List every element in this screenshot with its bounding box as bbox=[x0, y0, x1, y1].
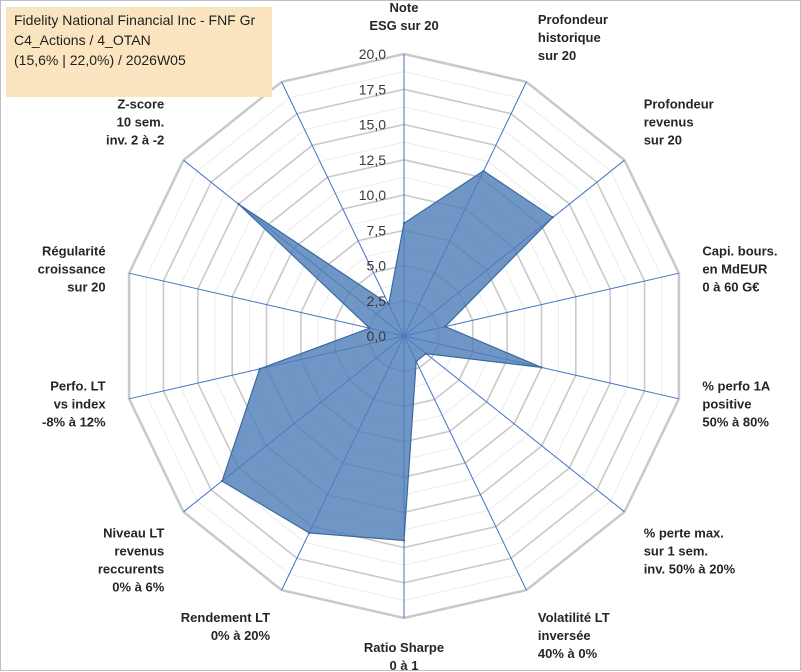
data-point bbox=[368, 327, 371, 330]
axis-label-line: 0% à 6% bbox=[112, 580, 164, 595]
axis-label-line: ESG sur 20 bbox=[369, 18, 438, 33]
title-line-3: (15,6% | 22,0%) / 2026W05 bbox=[14, 52, 186, 68]
data-point bbox=[387, 303, 390, 306]
axis-label-line: sur 1 sem. bbox=[644, 544, 708, 559]
title-line-1: Fidelity National Financial Inc - FNF Gr bbox=[14, 12, 256, 28]
axis-label-line: historique bbox=[538, 30, 601, 45]
axis-label: Ratio Sharpe 0 à 1 bbox=[364, 640, 444, 672]
axis-label-line: sur 20 bbox=[538, 48, 576, 63]
axis-label-line: Rendement LT bbox=[181, 610, 270, 625]
data-point bbox=[444, 325, 447, 328]
axis-label-line: positive bbox=[702, 397, 751, 412]
axis-label-line: Volatilité LT bbox=[538, 610, 610, 625]
axis-label-line: reccurents bbox=[98, 562, 164, 577]
axis-label-line: Régularité bbox=[42, 243, 106, 258]
axis-label-line: vs index bbox=[54, 397, 107, 412]
axis-label-line: 0% à 20% bbox=[211, 628, 271, 643]
axis-spoke bbox=[403, 335, 625, 513]
axis-label-line: inv. 50% à 20% bbox=[644, 562, 736, 577]
data-point bbox=[540, 366, 543, 369]
axis-label-line: revenus bbox=[114, 544, 164, 559]
axis-label: Profondeur revenus sur 20 bbox=[644, 97, 714, 148]
data-point bbox=[220, 479, 224, 483]
data-series-area bbox=[221, 170, 554, 542]
axis-label-line: sur 20 bbox=[67, 279, 105, 294]
axis-label-line: Perfo. LT bbox=[50, 379, 105, 394]
axis-label-line: 50% à 80% bbox=[702, 415, 769, 430]
axis-label-line: % perfo 1A bbox=[702, 379, 771, 394]
axis-label-line: Profondeur bbox=[538, 12, 608, 27]
axis-label-line: Capi. bours. bbox=[702, 243, 777, 258]
axis-spoke bbox=[403, 335, 527, 591]
data-point bbox=[415, 360, 418, 363]
axis-label-line: Note bbox=[390, 1, 419, 15]
data-point bbox=[402, 539, 406, 542]
r-tick-label: 20,0 bbox=[359, 46, 386, 62]
axis-label-line: Ratio Sharpe bbox=[364, 640, 444, 655]
axis-spoke bbox=[403, 272, 680, 337]
data-point bbox=[237, 202, 240, 206]
r-tick-label: 17,5 bbox=[359, 81, 386, 97]
axis-label-line: Z-score bbox=[117, 97, 164, 112]
axis-label-line: revenus bbox=[644, 115, 694, 130]
axis-label: Niveau LT revenus reccurents 0% à 6% bbox=[98, 526, 165, 595]
r-tick-label: 15,0 bbox=[359, 117, 386, 133]
r-tick-label: 7,5 bbox=[367, 222, 387, 238]
title-line-2: C4_Actions / 4_OTAN bbox=[14, 32, 151, 48]
r-tick-label: 12,5 bbox=[359, 152, 386, 168]
axis-label: Z-score 10 sem. inv. 2 à -2 bbox=[106, 97, 164, 148]
axis-label-line: % perte max. bbox=[644, 526, 724, 541]
data-point bbox=[424, 352, 428, 355]
axis-label: Rendement LT 0% à 20% bbox=[181, 610, 271, 643]
axis-label-line: inv. 2 à -2 bbox=[106, 133, 164, 148]
data-point bbox=[258, 367, 261, 371]
axis-label: Régularité croissance sur 20 bbox=[38, 243, 106, 294]
r-tick-label: 10,0 bbox=[359, 187, 386, 203]
axis-label-line: en MdEUR bbox=[702, 261, 768, 276]
axis-label: Note ESG sur 20 bbox=[369, 1, 438, 33]
axis-label: % perte max. sur 1 sem. inv. 50% à 20% bbox=[644, 526, 736, 577]
axis-spoke bbox=[281, 81, 405, 337]
axis-label-line: 40% à 0% bbox=[538, 646, 598, 661]
axis-label-line: Niveau LT bbox=[103, 526, 164, 541]
axis-label: Capi. bours. en MdEUR 0 à 60 G€ bbox=[702, 243, 777, 294]
axis-label-line: -8% à 12% bbox=[42, 415, 106, 430]
axis-label-line: sur 20 bbox=[644, 133, 682, 148]
axis-label-line: inversée bbox=[538, 628, 591, 643]
axis-label: % perfo 1A positive 50% à 80% bbox=[702, 379, 771, 430]
axis-label: Volatilité LT inversée 40% à 0% bbox=[538, 610, 610, 661]
data-point bbox=[402, 222, 406, 225]
axis-label-line: Profondeur bbox=[644, 97, 714, 112]
axis-label: Profondeur historique sur 20 bbox=[538, 12, 608, 63]
data-point bbox=[482, 169, 485, 173]
axis-spoke bbox=[128, 272, 405, 337]
axis-label-line: 0 à 1 bbox=[390, 658, 419, 672]
r-tick-label: 5,0 bbox=[367, 258, 387, 274]
axis-label-line: croissance bbox=[38, 261, 106, 276]
data-point bbox=[551, 216, 554, 219]
chart-title-box: Fidelity National Financial Inc - FNF Gr… bbox=[6, 7, 272, 97]
axis-label-line: 0 à 60 G€ bbox=[702, 279, 759, 294]
r-tick-label: 0,0 bbox=[367, 328, 387, 344]
axis-label-line: 10 sem. bbox=[117, 115, 165, 130]
r-tick-label: 2,5 bbox=[367, 293, 387, 309]
data-point bbox=[308, 531, 311, 535]
axis-label: Perfo. LT vs index -8% à 12% bbox=[42, 379, 106, 430]
